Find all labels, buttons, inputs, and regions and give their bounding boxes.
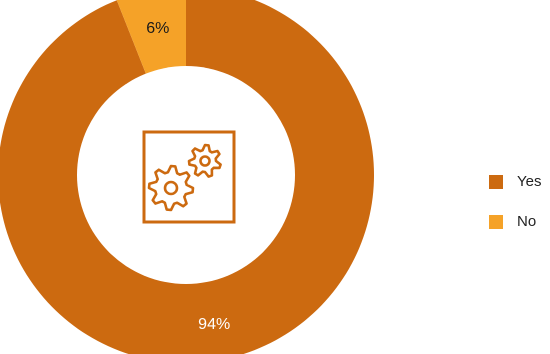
icon-frame	[142, 130, 236, 224]
large-gear-hole	[163, 180, 179, 196]
slice-labels: 94% 6%	[146, 20, 230, 333]
legend-label-no: No	[517, 213, 537, 230]
slice-label-yes: 94%	[198, 316, 230, 333]
small-gear-hole	[199, 155, 211, 167]
small-gear	[187, 143, 222, 178]
legend-label-yes: Yes	[517, 173, 542, 190]
legend-swatch-yes	[489, 175, 503, 189]
legend-swatch-no	[489, 215, 503, 229]
gears-icon	[142, 130, 236, 224]
large-gear	[147, 164, 195, 212]
legend-item-no: No	[489, 214, 541, 230]
donut-hole	[77, 66, 295, 284]
legend-item-yes: Yes	[489, 174, 541, 190]
legend: Yes No	[489, 174, 541, 230]
slice-label-no: 6%	[146, 20, 169, 37]
